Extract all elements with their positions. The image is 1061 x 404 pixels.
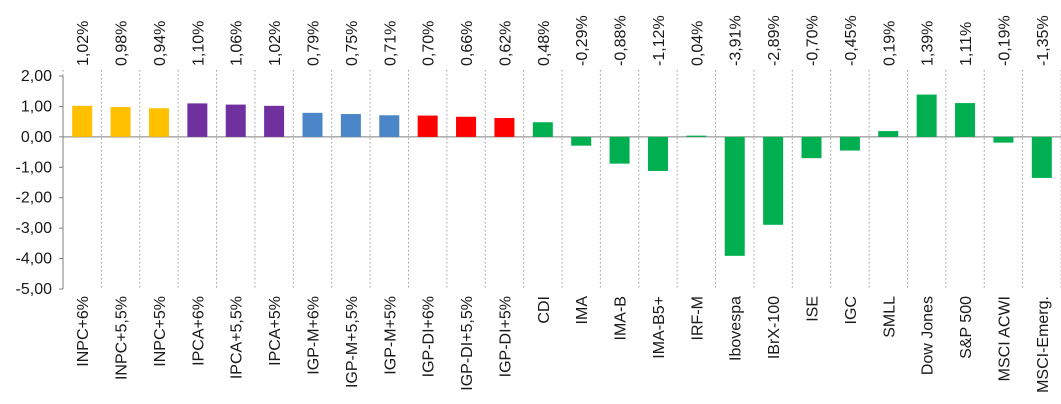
- data-label: 0,04%: [689, 21, 706, 66]
- bar: [763, 136, 784, 225]
- data-label: 1,02%: [75, 21, 92, 66]
- category-label: IMA: [574, 296, 591, 325]
- data-label: 1,11%: [958, 22, 975, 66]
- bar: [264, 105, 285, 137]
- category-label: IPCA+6%: [190, 296, 207, 366]
- category-label: IGP-M+6%: [306, 296, 323, 375]
- category-label: INPC+5,5%: [114, 296, 131, 380]
- y-tick-label: 2,00: [21, 68, 52, 85]
- data-label: -0,29%: [574, 15, 591, 66]
- y-tick-label: -5,00: [16, 281, 53, 298]
- data-label: 1,10%: [190, 21, 207, 66]
- y-axis: 2,00 1,00 0,00 -1,00 -2,00 -3,00 -4,00 -5,00: [16, 68, 1061, 298]
- category-label: IGP-M+5,5%: [344, 296, 361, 388]
- data-label: -1,12%: [651, 15, 668, 66]
- bar: [1031, 136, 1052, 178]
- category-label: INPC+6%: [75, 296, 92, 367]
- data-label: -3,91%: [728, 15, 745, 66]
- category-label: SMLL: [881, 296, 898, 338]
- bar: [916, 94, 937, 137]
- data-label: 0,79%: [306, 21, 323, 66]
- category-label: IGP-DI+5%: [497, 296, 514, 377]
- data-label: 0,62%: [497, 21, 514, 66]
- category-label: S&P 500: [958, 296, 975, 359]
- bar: [494, 117, 515, 137]
- data-label: 0,19%: [881, 21, 898, 66]
- data-label: 0,94%: [152, 21, 169, 66]
- category-label: IGP-M+5%: [382, 296, 399, 375]
- bar: [72, 105, 93, 137]
- y-tick-label: 0,00: [21, 129, 52, 146]
- category-label: MSCI ACWI: [996, 296, 1013, 381]
- category-label: INPC+5%: [152, 296, 169, 367]
- category-label: IPCA+5,5%: [229, 296, 246, 379]
- y-tick-label: -4,00: [16, 251, 53, 268]
- data-label: 1,06%: [229, 21, 246, 66]
- category-labels: INPC+6% INPC+5,5% INPC+5% IPCA+6% IPCA+5,5% I…: [75, 296, 1052, 393]
- bar: [993, 136, 1014, 143]
- category-label: MSCI-Emerg.: [1035, 296, 1052, 393]
- gridlines: [62, 70, 1061, 289]
- bar: [724, 136, 745, 256]
- bar: [379, 115, 400, 137]
- y-tick-label: -3,00: [16, 220, 53, 237]
- data-label: -2,89%: [766, 15, 783, 66]
- bar: [456, 116, 477, 137]
- bar: [609, 136, 630, 164]
- data-label: -0,45%: [843, 15, 860, 66]
- bar: [302, 112, 323, 137]
- category-label: IRF-M: [689, 296, 706, 340]
- bars: [72, 94, 1052, 256]
- category-label: IMA-B5+: [651, 296, 668, 359]
- data-label: -0,88%: [613, 15, 630, 66]
- data-label: 0,66%: [459, 21, 476, 66]
- bar: [225, 104, 246, 137]
- bar: [532, 122, 553, 137]
- category-label: IGC: [843, 296, 860, 324]
- data-label: 0,70%: [421, 21, 438, 66]
- data-label: -0,19%: [996, 15, 1013, 66]
- data-label: 1,39%: [920, 21, 937, 66]
- bar: [340, 114, 361, 137]
- category-label: IMA-B: [613, 296, 630, 340]
- data-label: 0,75%: [344, 21, 361, 66]
- category-label: Dow Jones: [920, 296, 937, 375]
- category-label: IBrX-100: [766, 296, 783, 359]
- bar: [878, 131, 899, 137]
- bar: [148, 108, 169, 137]
- category-label: IGP-DI+6%: [421, 296, 438, 377]
- category-label: ISE: [805, 296, 822, 322]
- bar: [647, 136, 668, 171]
- category-label: IPCA+5%: [267, 296, 284, 366]
- bar: [110, 107, 131, 137]
- bar: [187, 103, 208, 137]
- bar: [686, 135, 707, 137]
- data-label: 0,98%: [114, 21, 131, 66]
- bar: [417, 115, 438, 137]
- category-label: IGP-DI+5,5%: [459, 296, 476, 391]
- category-label: CDI: [536, 296, 553, 324]
- bar: [571, 136, 592, 146]
- bar: [801, 136, 822, 159]
- y-tick-label: 1,00: [21, 98, 52, 115]
- y-tick-label: -2,00: [16, 190, 53, 207]
- category-label: Ibovespa: [728, 296, 745, 361]
- data-label: 0,71%: [382, 21, 399, 66]
- data-labels: 1,02% 0,98% 0,94% 1,10% 1,06% 1,02% 0,79% 0,75%…: [75, 15, 1052, 66]
- bar: [839, 136, 860, 151]
- data-label: 0,48%: [536, 21, 553, 66]
- data-label: -1,35%: [1035, 15, 1052, 66]
- data-label: -0,70%: [805, 15, 822, 66]
- bar: [955, 103, 976, 137]
- y-tick-label: -1,00: [16, 159, 53, 176]
- data-label: 1,02%: [267, 21, 284, 66]
